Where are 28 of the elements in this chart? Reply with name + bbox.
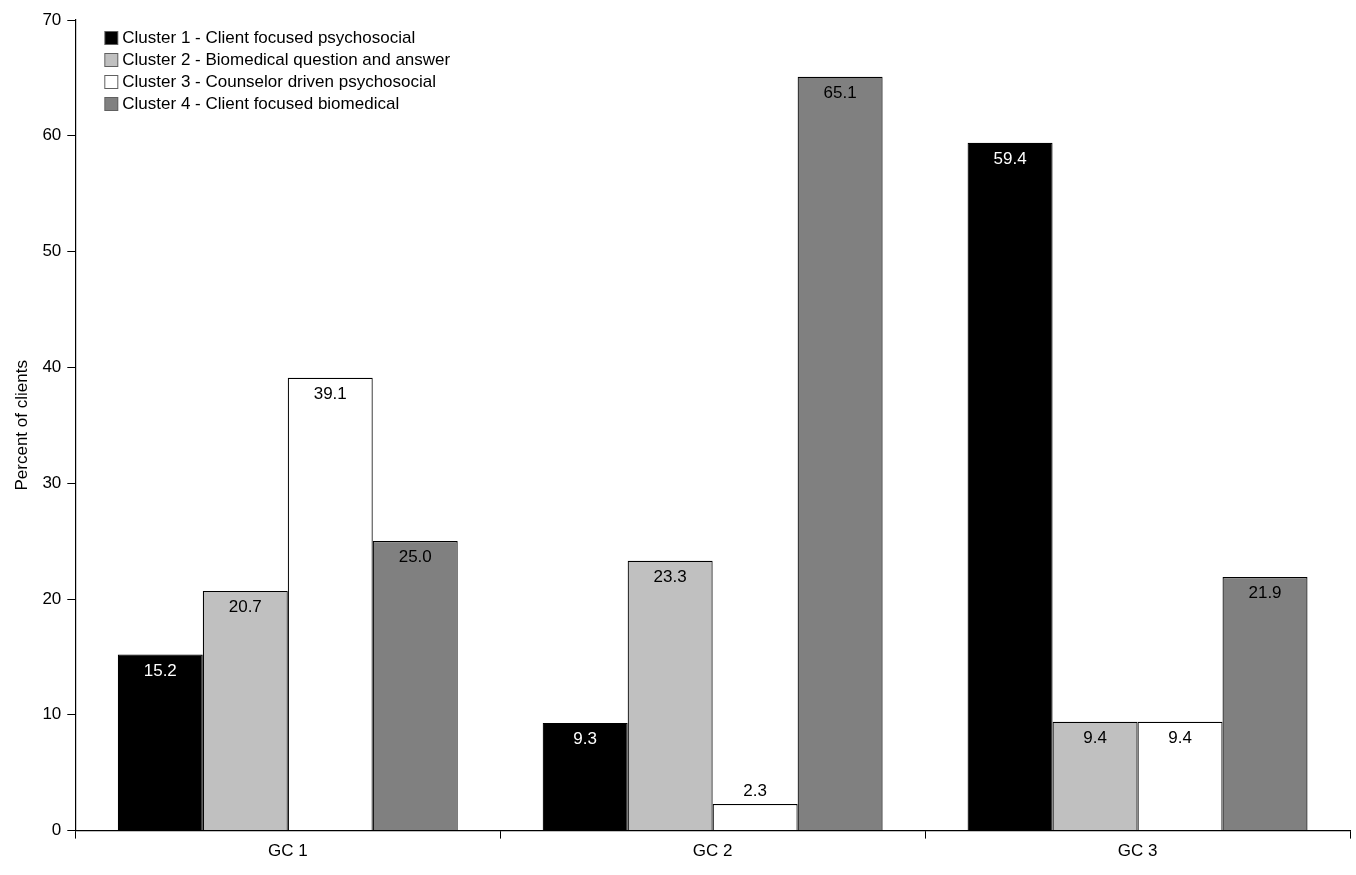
y-tick-label: 10 <box>42 704 62 724</box>
data-label: 9.3 <box>573 729 598 749</box>
y-tick-label: 0 <box>51 820 62 840</box>
y-tick-label: 50 <box>42 241 62 261</box>
y-axis-title: Percent of clients <box>11 360 31 491</box>
data-label: 25.0 <box>398 547 432 567</box>
data-label: 59.4 <box>993 148 1027 168</box>
data-label: 39.1 <box>313 384 347 404</box>
data-label: 9.4 <box>1168 727 1192 747</box>
data-label: 20.7 <box>228 597 262 617</box>
y-tick-label: 60 <box>42 125 62 145</box>
y-tick-label: 30 <box>42 472 62 492</box>
data-label: 21.9 <box>1248 583 1282 603</box>
x-tick-label: GC 3 <box>1117 841 1158 861</box>
data-label: 23.3 <box>653 566 687 586</box>
legend-label: Cluster 2 - Biomedical question and answer <box>122 49 451 69</box>
legend-label: Cluster 1 - Client focused psychosocial <box>122 27 416 47</box>
data-label: 65.1 <box>823 82 857 102</box>
data-label: 15.2 <box>143 660 177 680</box>
x-tick-label: GC 2 <box>692 841 733 861</box>
y-tick-label: 70 <box>42 9 62 29</box>
legend-label: Cluster 4 - Client focused biomedical <box>122 93 400 113</box>
y-tick-label: 40 <box>42 357 62 377</box>
x-tick-label: GC 1 <box>267 841 308 861</box>
data-label: 9.4 <box>1083 727 1107 747</box>
legend-label: Cluster 3 - Counselor driven psychosocial <box>122 71 437 91</box>
data-label: 2.3 <box>743 781 767 801</box>
y-tick-label: 20 <box>42 588 62 608</box>
